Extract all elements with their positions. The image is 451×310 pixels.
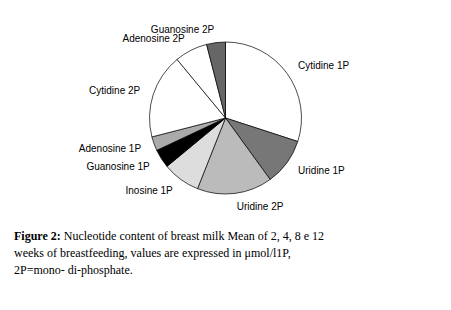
html-text:2P=mono- di-phosphate.: 2P=mono- di-phosphate.	[14, 263, 133, 277]
svg-text:Cytidine 2P: Cytidine 2P	[89, 85, 140, 96]
svg-text:Adenosine 2P: Adenosine 2P	[122, 32, 185, 44]
html-text:weeks of breastfeeding, values: weeks of breastfeeding, values are expre…	[14, 246, 291, 260]
svg-text:Guanosine 2P: Guanosine 2P	[151, 24, 215, 35]
svg-text:Uridine 1P: Uridine 1P	[298, 165, 345, 176]
svg-text:Cytidine 1P: Cytidine 1P	[298, 60, 349, 71]
svg-text:Guanosine 1P: Guanosine 1P	[86, 161, 150, 172]
html-text:Figure 2: Nucleotide content o: Figure 2: Nucleotide content of breast m…	[14, 229, 324, 243]
svg-text:Inosine 1P: Inosine 1P	[126, 185, 174, 196]
svg-text:Uridine 2P: Uridine 2P	[237, 201, 284, 212]
svg-text:Adenosine 1P: Adenosine 1P	[79, 143, 142, 154]
